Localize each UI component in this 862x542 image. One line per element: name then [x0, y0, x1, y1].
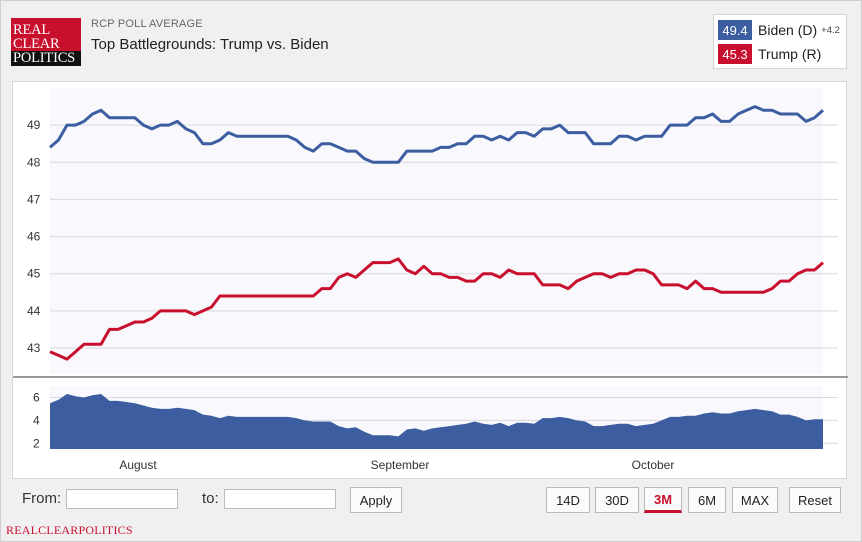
- range-6m-button[interactable]: 6M: [688, 487, 726, 513]
- chart-title: Top Battlegrounds: Trump vs. Biden: [91, 36, 329, 53]
- chart-kicker: RCP POLL AVERAGE: [91, 18, 203, 30]
- to-label: to:: [202, 490, 219, 507]
- logo-line-3: POLITICS: [11, 51, 81, 66]
- reset-button[interactable]: Reset: [789, 487, 841, 513]
- biden-legend-label: Biden (D): [758, 22, 818, 38]
- apply-button[interactable]: Apply: [350, 487, 402, 513]
- logo-line-1: REAL: [13, 22, 51, 38]
- series-line-trump: [49, 257, 824, 361]
- trump-legend-label: Trump (R): [758, 46, 822, 62]
- spread-tick-label-2: 2: [33, 436, 40, 450]
- to-date-input[interactable]: [224, 489, 336, 509]
- x-label-august: August: [119, 458, 157, 472]
- series-line-biden: [49, 105, 824, 164]
- legend: 49.4 Biden (D) +4.2 45.3 Trump (R): [713, 14, 847, 69]
- y-tick-label-45: 45: [27, 267, 41, 281]
- x-label-october: October: [632, 458, 675, 472]
- footer-brand: REALCLEARPOLITICS: [6, 523, 133, 537]
- from-label: From:: [22, 490, 62, 507]
- y-tick-label-43: 43: [27, 341, 41, 355]
- legend-item-trump[interactable]: 45.3 Trump (R): [718, 44, 821, 64]
- y-tick-label-49: 49: [27, 118, 41, 132]
- chart-area: 43 44 45 46 47 48 49 2 4 6 August September October: [12, 81, 848, 479]
- x-label-september: September: [371, 458, 430, 472]
- logo-line-2: CLEAR: [13, 36, 60, 52]
- date-controls: From: to: Apply 14D 30D 3M 6M MAX Reset: [12, 483, 847, 519]
- range-30d-button[interactable]: 30D: [595, 487, 639, 513]
- main-plot-bg: [50, 88, 823, 374]
- from-date-input[interactable]: [66, 489, 178, 509]
- rcp-logo: REAL CLEAR POLITICS: [11, 18, 81, 66]
- spread-area: [50, 394, 823, 449]
- y-tick-label-48: 48: [27, 155, 41, 169]
- spread-tick-label-4: 4: [33, 413, 40, 427]
- trump-value-badge: 45.3: [718, 44, 752, 64]
- header: REAL CLEAR POLITICS RCP POLL AVERAGE Top…: [1, 1, 861, 79]
- biden-value-badge: 49.4: [718, 20, 752, 40]
- y-tick-label-44: 44: [27, 304, 41, 318]
- legend-item-biden[interactable]: 49.4 Biden (D) +4.2: [718, 20, 840, 40]
- range-3m-button[interactable]: 3M: [644, 487, 682, 513]
- range-14d-button[interactable]: 14D: [546, 487, 590, 513]
- y-tick-label-46: 46: [27, 230, 41, 244]
- range-max-button[interactable]: MAX: [732, 487, 778, 513]
- spread-tick-label-6: 6: [33, 390, 40, 404]
- y-tick-label-47: 47: [27, 192, 41, 206]
- spread-value: +4.2: [821, 24, 840, 36]
